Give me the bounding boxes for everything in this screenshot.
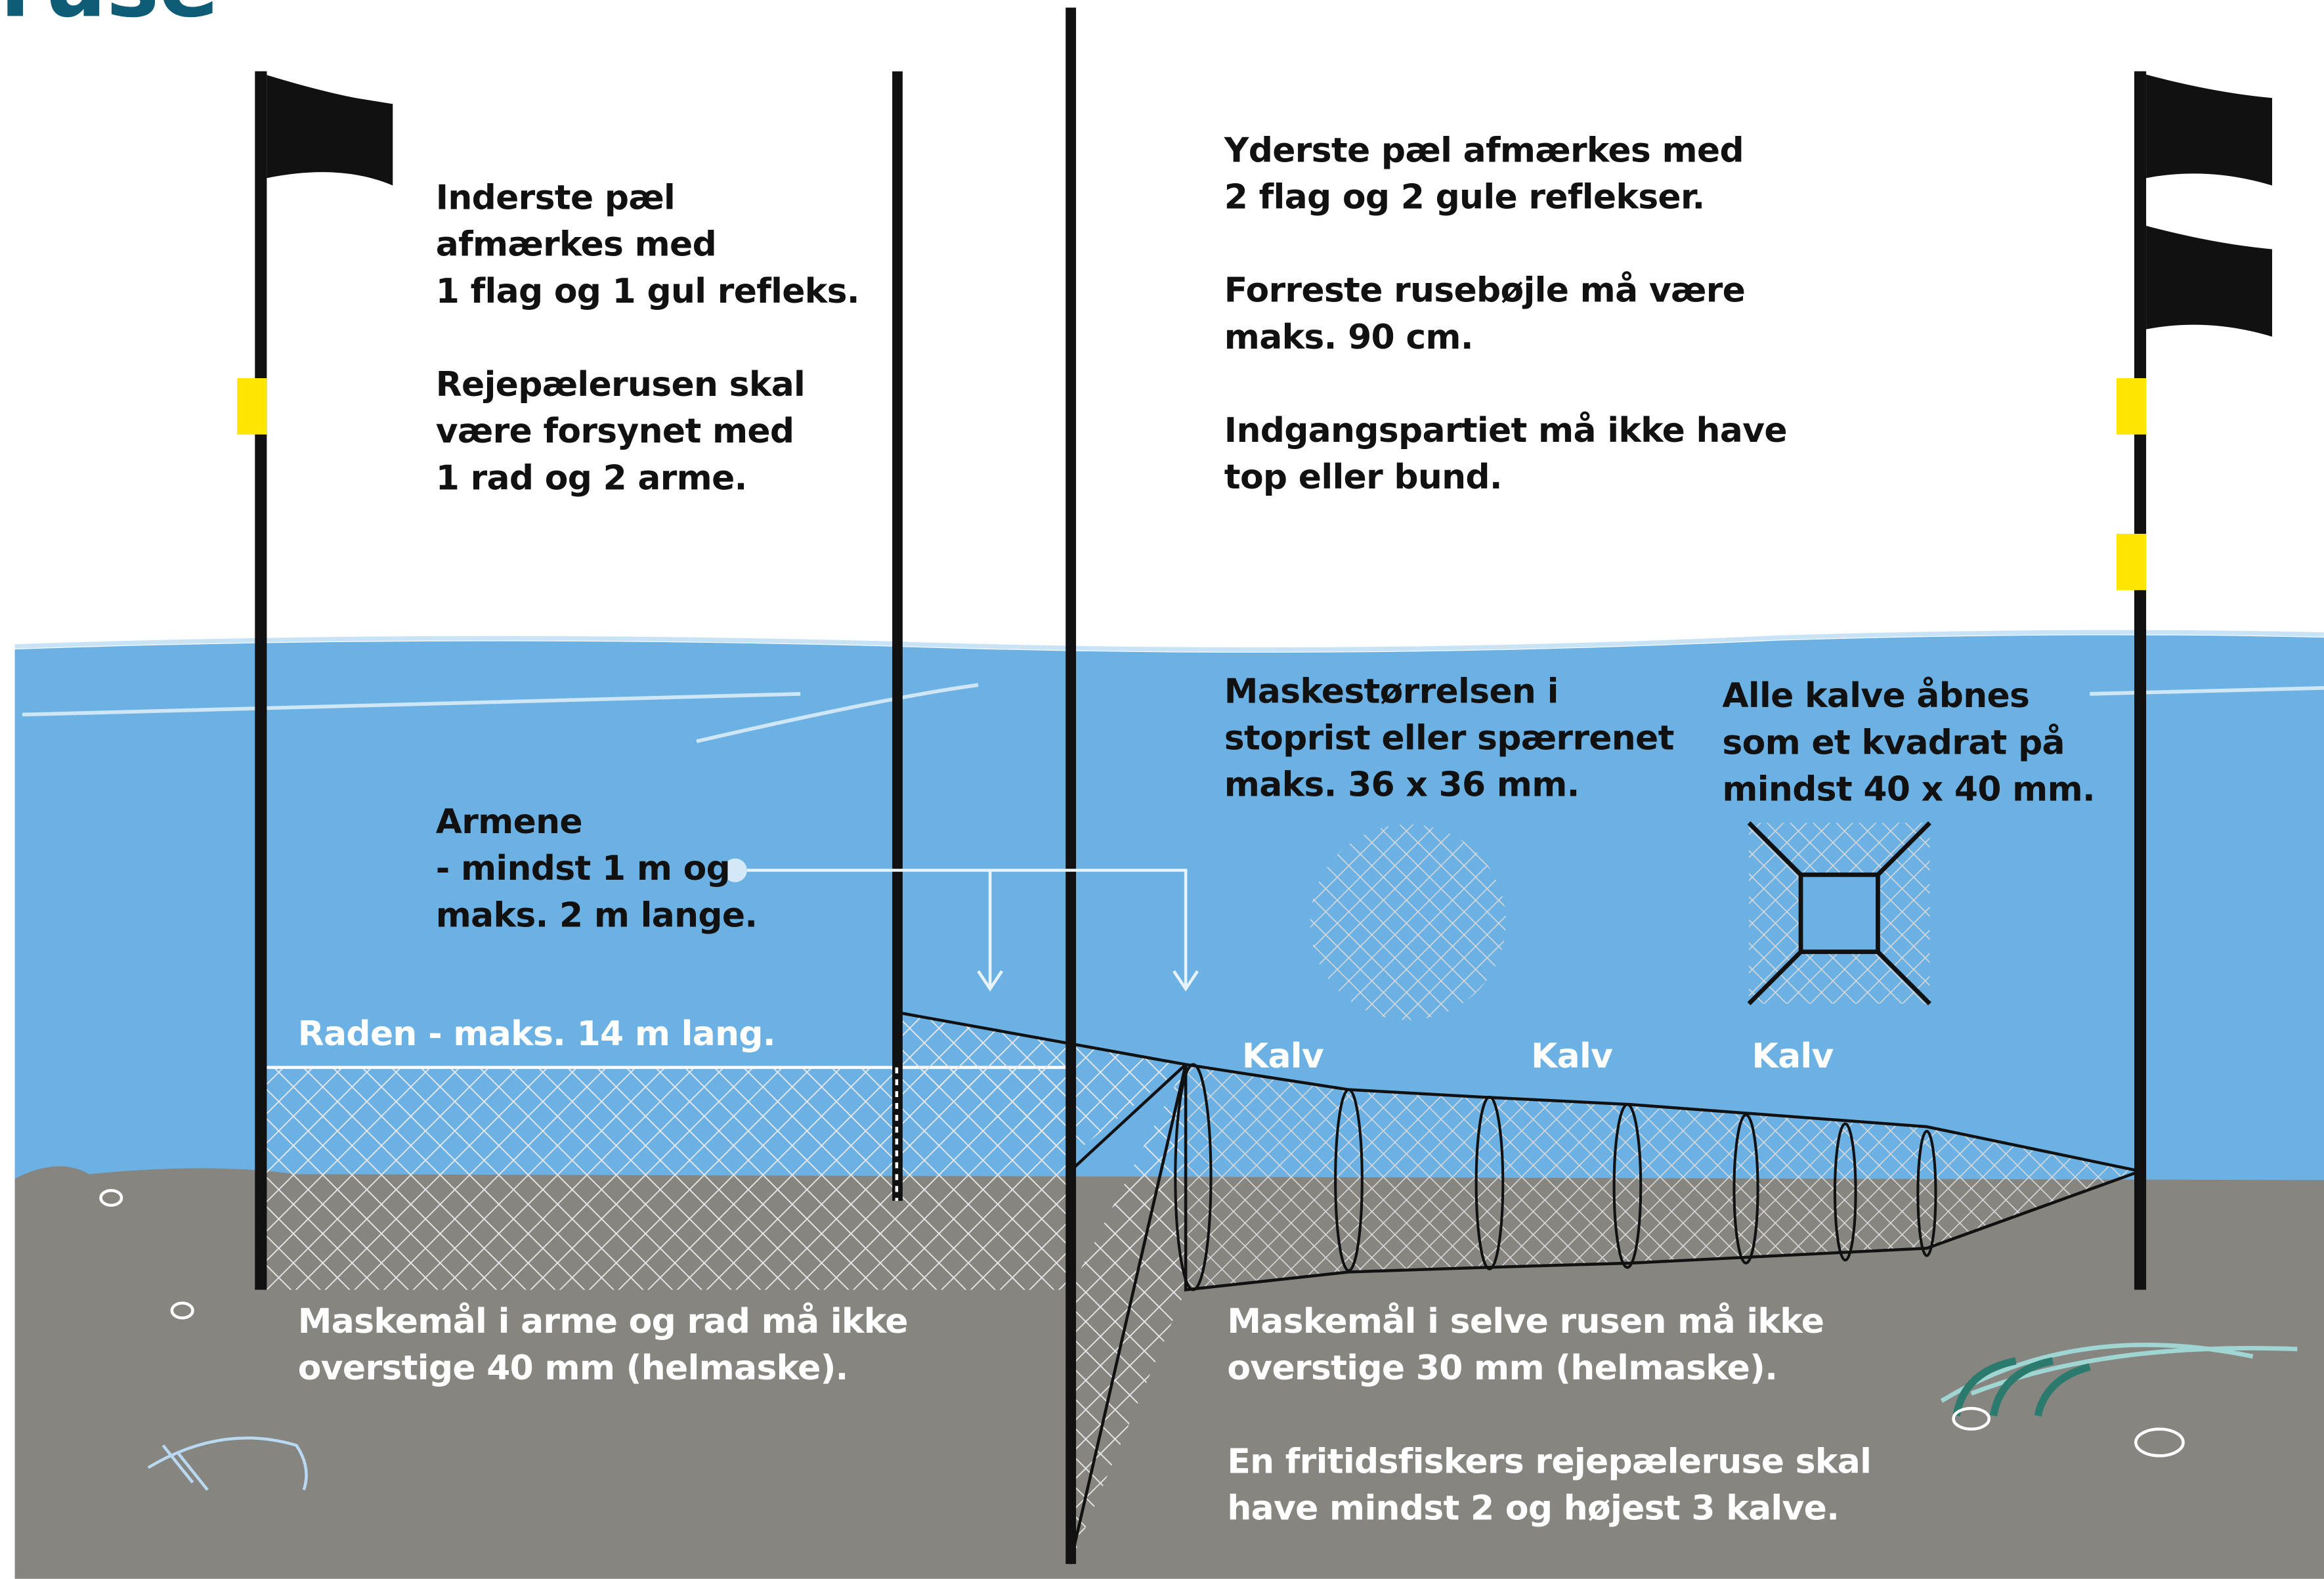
kalv-note: mindst 40 x 40 mm. [1722,769,2095,809]
right-info: Forreste rusebøjle må være [1224,271,1745,311]
flag [2134,71,2272,186]
mesh-note: stoprist eller spærrenet [1224,719,1674,758]
right-info: Yderste pæl afmærkes med [1224,131,1744,170]
mesh-note: Maskestørrelsen i [1224,672,1559,711]
water [14,635,2324,1186]
left-info: afmærkes med [436,225,716,265]
kalv-note: som et kvadrat på [1722,723,2065,762]
right-info: Indgangspartiet må ikke have [1224,411,1787,450]
kalv-label: Kalv [1242,1037,1324,1076]
reflector [2116,534,2147,590]
left-info: 1 flag og 1 gul refleks. [436,272,859,311]
reflector [2116,378,2147,435]
arms-note: Armene [436,802,582,842]
bottom-left: overstige 40 mm (helmaske). [298,1349,848,1388]
arm-line [897,1011,1186,1066]
left-info: være forsynet med [436,412,794,451]
mesh-note: maks. 36 x 36 mm. [1224,766,1580,805]
kalv-label: Kalv [1531,1037,1613,1076]
bottom-left: Maskemål i arme og rad må ikke [298,1302,908,1341]
pointer-dot [723,858,747,882]
flag [2134,222,2272,337]
arms-note: maks. 2 m lange. [436,896,758,935]
stones [99,1188,2185,1458]
center-pole [1065,7,1077,1565]
seaweed [1952,1357,2091,1417]
bottom-right: En fritidsfiskers rejepæleruse skal [1227,1442,1871,1481]
kalv-label: Kalv [1752,1037,1834,1076]
waves [22,683,2324,743]
mesh-sample [1310,824,1506,1020]
middle-pole [892,71,903,1201]
trap-body [1184,1062,2146,1291]
right-info: top eller bund. [1224,458,1502,497]
arm-line [1069,1063,1187,1173]
kalv-lines [1747,821,1931,1006]
bottom-right: have mindst 2 og højest 3 kalve. [1227,1488,1839,1528]
bottom-right: overstige 30 mm (helmaske). [1227,1349,1777,1388]
flag [255,71,393,186]
row-net [261,1067,1071,1290]
reflector [237,378,267,435]
row-note: Raden - maks. 14 m lang. [298,1014,775,1054]
right-info: maks. 90 cm. [1224,318,1473,357]
trap-hoops [1174,1063,1937,1291]
arm-net [898,1012,1186,1157]
left-info: 1 rad og 2 arme. [436,458,747,498]
arm-line [1068,1064,1188,1565]
inner-pole [255,71,267,1290]
right-info: 2 flag og 2 gule reflekser. [1224,178,1705,217]
title: ruse [0,0,219,37]
bottom-right: Maskemål i selve rusen må ikke [1227,1302,1824,1341]
kalv-note: Alle kalve åbnes [1722,676,2029,716]
shrimp [147,1437,308,1491]
left-info: Inderste pæl [436,179,675,218]
outer-pole [2134,71,2147,1290]
pointer-lines [746,869,1199,992]
kalv-square [1798,872,1880,955]
water-surface [14,630,2324,652]
arms-note: - mindst 1 m og [436,849,730,888]
left-info: Rejepælerusen skal [436,365,805,404]
